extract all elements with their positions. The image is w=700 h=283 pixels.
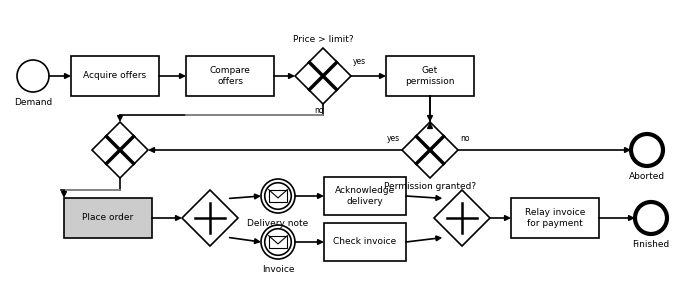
Text: Delivery note: Delivery note	[247, 219, 309, 228]
Polygon shape	[182, 190, 238, 246]
Text: Demand: Demand	[14, 98, 52, 107]
Text: yes: yes	[387, 134, 400, 143]
Circle shape	[635, 202, 667, 234]
Bar	[186, 56, 274, 96]
Circle shape	[17, 60, 49, 92]
Text: Permission granted?: Permission granted?	[384, 182, 476, 191]
Polygon shape	[434, 190, 490, 246]
Text: Check invoice: Check invoice	[333, 237, 397, 246]
Circle shape	[631, 134, 663, 166]
Text: no: no	[314, 106, 323, 115]
Bar	[386, 56, 474, 96]
Bar	[511, 198, 599, 238]
Text: Place order: Place order	[83, 213, 134, 222]
Text: Acknowledge
delivery: Acknowledge delivery	[335, 186, 395, 206]
Circle shape	[265, 183, 291, 209]
Text: Get
permission: Get permission	[405, 66, 455, 86]
Text: Finished: Finished	[632, 240, 670, 249]
Polygon shape	[92, 122, 148, 178]
Bar	[269, 236, 287, 248]
Text: Invoice: Invoice	[262, 265, 294, 274]
Circle shape	[261, 225, 295, 259]
Bar	[269, 190, 287, 202]
Text: Relay invoice
for payment: Relay invoice for payment	[525, 208, 585, 228]
Text: Acquire offers: Acquire offers	[83, 72, 146, 80]
Bar	[64, 198, 152, 238]
Text: Price > limit?: Price > limit?	[293, 35, 354, 44]
Polygon shape	[402, 122, 458, 178]
Text: no: no	[460, 134, 470, 143]
Text: Compare
offers: Compare offers	[209, 66, 251, 86]
Bar	[324, 223, 406, 261]
Bar	[71, 56, 159, 96]
Text: yes: yes	[353, 57, 366, 67]
Circle shape	[265, 229, 291, 255]
Polygon shape	[295, 48, 351, 104]
Text: Aborted: Aborted	[629, 172, 665, 181]
Circle shape	[261, 179, 295, 213]
Bar	[324, 177, 406, 215]
